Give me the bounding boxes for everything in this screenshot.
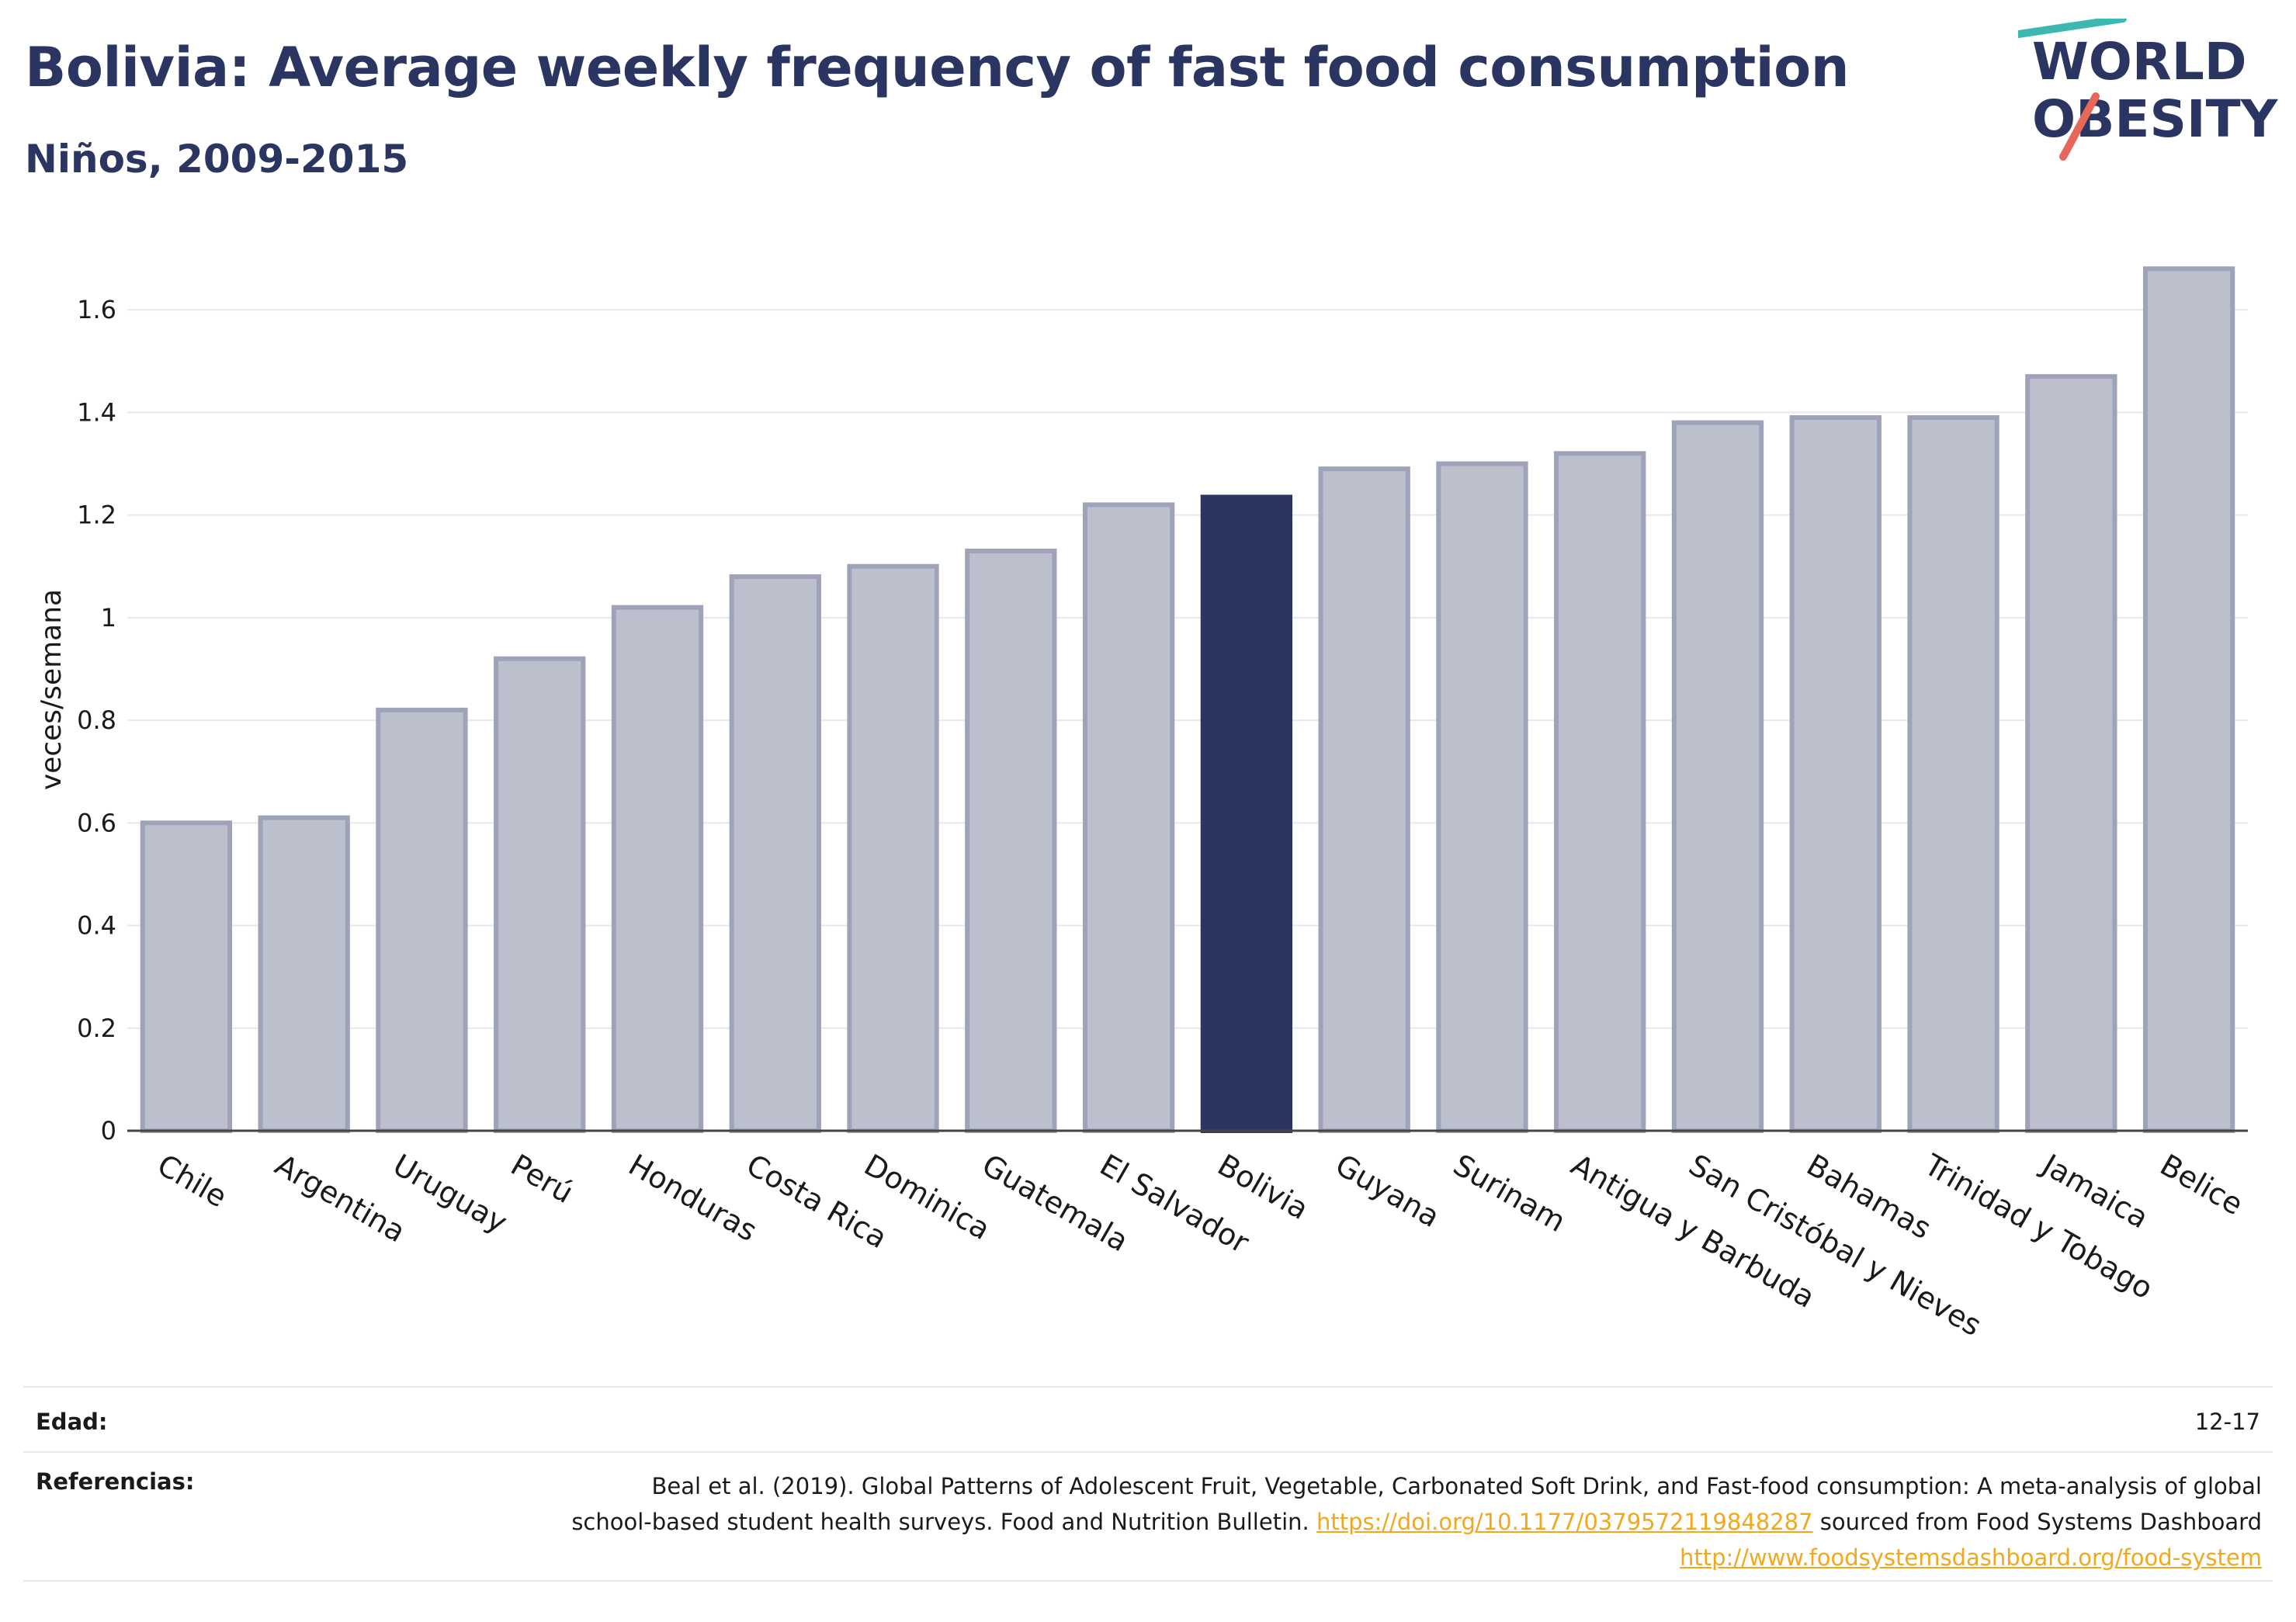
bar bbox=[611, 605, 704, 1133]
references-label: Referencias: bbox=[36, 1468, 195, 1495]
bar bbox=[729, 574, 821, 1133]
bar bbox=[258, 815, 350, 1134]
bar bbox=[965, 548, 1057, 1133]
bar bbox=[2025, 374, 2117, 1133]
doi-link[interactable]: https://doi.org/10.1177/0379572119848287 bbox=[1316, 1509, 1813, 1535]
bar bbox=[140, 820, 233, 1134]
bar bbox=[1554, 451, 1646, 1133]
bar bbox=[376, 707, 468, 1133]
bar bbox=[2142, 266, 2235, 1133]
reference-citation: Beal et al. (2019). Global Patterns of A… bbox=[571, 1473, 2262, 1535]
bar bbox=[1671, 420, 1764, 1133]
y-tick-label: 0.4 bbox=[77, 911, 116, 941]
y-tick-label: 1.4 bbox=[77, 397, 116, 427]
logo-slash-coral bbox=[2059, 92, 2100, 161]
x-tick-label: Belice bbox=[2155, 1148, 2249, 1222]
chart-subtitle: Niños, 2009-2015 bbox=[25, 137, 409, 182]
x-tick-label: Perú bbox=[505, 1148, 579, 1210]
x-tick-label: Guyana bbox=[1330, 1148, 1445, 1234]
x-tick-label: Honduras bbox=[623, 1148, 763, 1249]
chart-title: Bolivia: Average weekly frequency of fas… bbox=[25, 36, 1850, 99]
x-tick-label: Argentina bbox=[269, 1148, 411, 1249]
y-tick-label: 0 bbox=[101, 1116, 116, 1145]
references-text: Beal et al. (2019). Global Patterns of A… bbox=[570, 1468, 2262, 1575]
reference-source: sourced from Food Systems Dashboard bbox=[1812, 1509, 2262, 1535]
dashboard-link[interactable]: http://www.foodsystemsdashboard.org/food… bbox=[1680, 1544, 2262, 1571]
x-tick-label: Surinam bbox=[1448, 1148, 1572, 1239]
bar bbox=[1907, 415, 1999, 1133]
bar bbox=[1082, 502, 1175, 1133]
y-tick-label: 1.2 bbox=[77, 501, 116, 530]
world-obesity-logo: WORLD OBESITY bbox=[2018, 19, 2279, 161]
age-label: Edad: bbox=[36, 1409, 108, 1435]
bar bbox=[1200, 494, 1293, 1133]
age-value: 12-17 bbox=[2194, 1409, 2260, 1435]
x-tick-label: Chile bbox=[151, 1148, 232, 1215]
bar bbox=[1436, 461, 1528, 1133]
y-tick-label: 0.2 bbox=[77, 1014, 116, 1043]
bar-chart: 0 0.2 0.4 0.6 0.8 1 1.2 1.4 1.6 veces/semana Chile… bbox=[36, 266, 2249, 1343]
footer-divider-bottom bbox=[23, 1580, 2273, 1582]
y-tick-label: 1 bbox=[101, 603, 116, 633]
logo-text-world: WORLD bbox=[2032, 32, 2247, 92]
footer-divider-top bbox=[23, 1386, 2273, 1388]
bar bbox=[494, 656, 586, 1133]
bar bbox=[1318, 466, 1410, 1133]
y-tick-label: 0.8 bbox=[77, 705, 116, 735]
y-axis-title: veces/semana bbox=[36, 589, 68, 790]
bar bbox=[1789, 415, 1882, 1133]
y-tick-label: 1.6 bbox=[77, 295, 116, 324]
bar bbox=[847, 563, 939, 1133]
y-tick-label: 0.6 bbox=[77, 808, 116, 837]
logo-slash-teal bbox=[2018, 19, 2127, 38]
footer-divider-middle bbox=[23, 1451, 2273, 1453]
